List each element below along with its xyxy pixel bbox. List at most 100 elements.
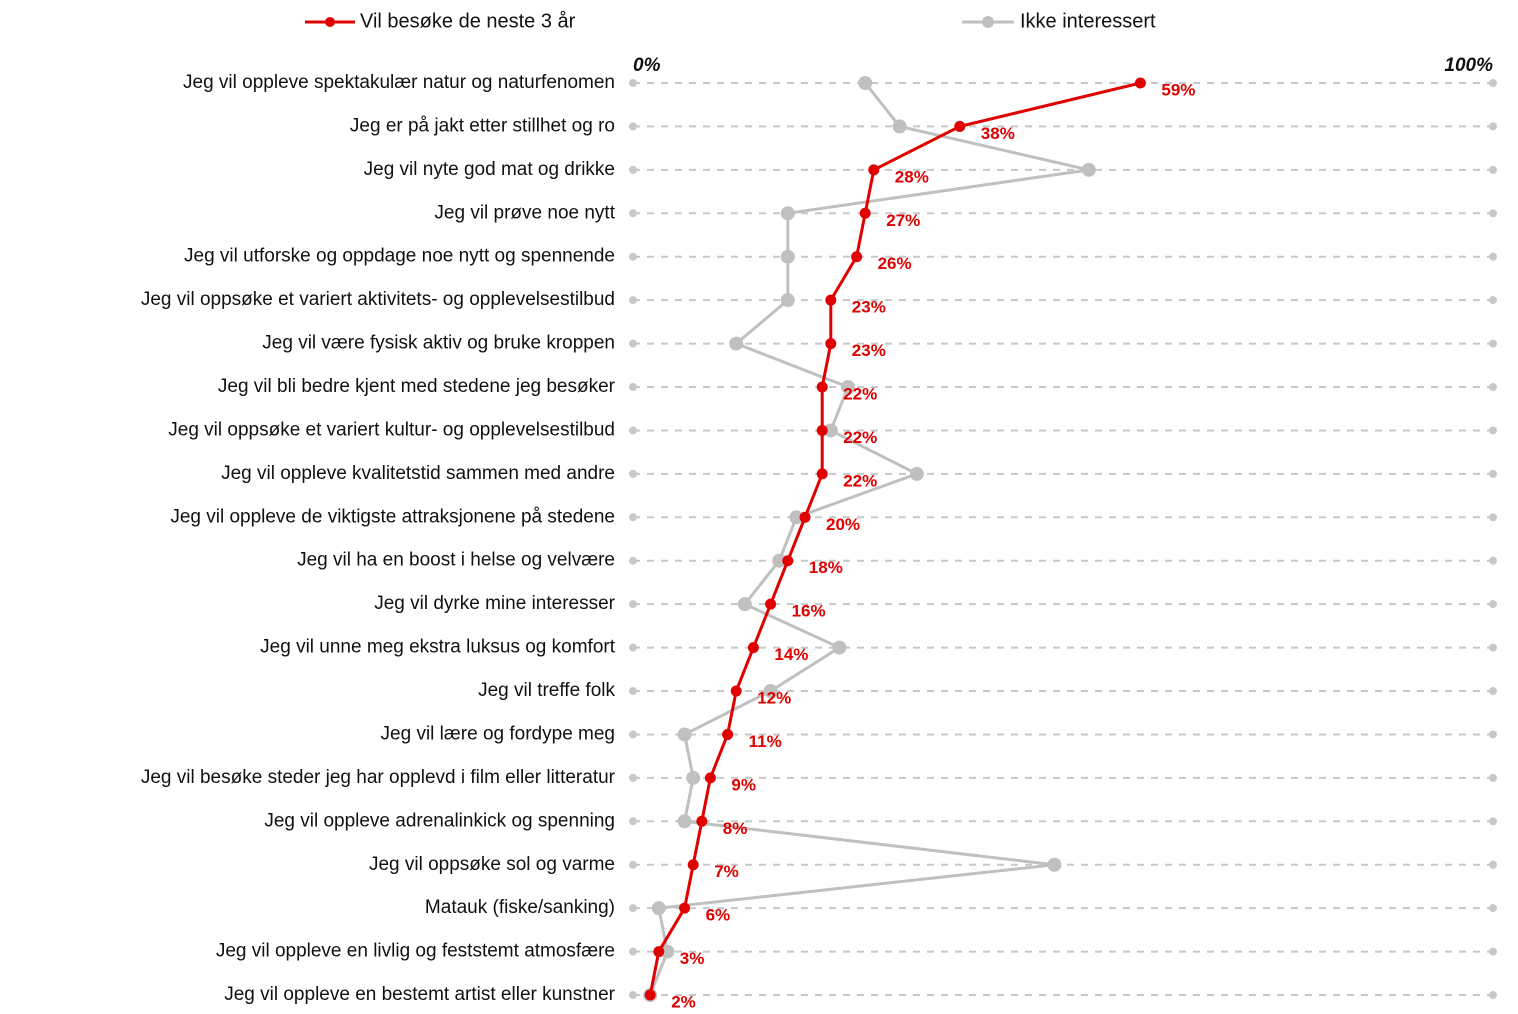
series-line xyxy=(648,82,1090,996)
point xyxy=(660,944,675,959)
value-label: 38% xyxy=(981,124,1015,143)
row-end xyxy=(629,904,637,913)
point xyxy=(832,640,847,655)
value-label: 26% xyxy=(878,254,912,273)
value-label: 22% xyxy=(843,428,877,447)
row-end xyxy=(1489,79,1497,87)
point xyxy=(722,728,734,740)
row-end xyxy=(1489,339,1497,348)
category-label: Jeg vil være fysisk aktiv og bruke kropp… xyxy=(262,333,615,354)
point xyxy=(653,946,665,958)
category-label: Jeg vil bli bedre kjent med stedene jeg … xyxy=(218,376,616,397)
category-label: Jeg er på jakt etter stillhet og ro xyxy=(350,115,615,136)
row-end xyxy=(629,730,637,739)
category-label: Jeg vil prøve noe nytt xyxy=(434,202,615,223)
point xyxy=(825,294,837,306)
point xyxy=(823,423,838,438)
row-end xyxy=(1489,296,1497,305)
point xyxy=(687,859,699,871)
row-end xyxy=(629,991,637,1000)
row-end xyxy=(629,79,637,87)
row-end xyxy=(629,947,637,956)
point xyxy=(772,553,787,568)
point xyxy=(679,902,691,914)
point xyxy=(816,424,828,436)
point xyxy=(686,770,701,785)
value-label: 27% xyxy=(886,211,920,230)
value-label: 6% xyxy=(706,906,731,925)
row-end xyxy=(629,252,637,261)
category-label: Jeg vil oppleve adrenalinkick og spennin… xyxy=(264,810,615,831)
legend-label: Vil besøke de neste 3 år xyxy=(360,10,576,32)
point xyxy=(704,772,716,784)
row-end xyxy=(1489,643,1497,652)
row-end xyxy=(1489,947,1497,956)
category-label: Jeg vil ha en boost i helse og velvære xyxy=(297,550,615,571)
category-label: Jeg vil utforske og oppdage noe nytt og … xyxy=(184,246,615,267)
row-end xyxy=(629,643,637,652)
value-label: 22% xyxy=(843,471,877,490)
value-label: 8% xyxy=(723,819,748,838)
series-line xyxy=(648,81,1141,996)
point xyxy=(892,119,907,134)
row-end xyxy=(1489,556,1497,565)
row-end xyxy=(629,122,637,131)
point xyxy=(677,727,692,742)
category-label: Jeg vil oppsøke sol og varme xyxy=(369,854,615,875)
point xyxy=(677,814,692,829)
value-label: 22% xyxy=(843,384,877,403)
row-end xyxy=(1489,730,1497,739)
value-label: 7% xyxy=(714,862,739,881)
row-end xyxy=(1489,122,1497,131)
point xyxy=(789,510,804,525)
row-end xyxy=(1489,209,1497,218)
point xyxy=(780,206,795,221)
category-label: Matauk (fiske/sanking) xyxy=(425,897,615,918)
category-label: Jeg vil oppleve de viktigste attraksjone… xyxy=(170,506,615,527)
value-label: 12% xyxy=(757,689,791,708)
point xyxy=(909,466,924,481)
category-label: Jeg vil nyte god mat og drikke xyxy=(364,159,615,180)
value-label: 18% xyxy=(809,558,843,577)
point xyxy=(763,684,778,699)
point xyxy=(780,249,795,264)
point xyxy=(651,901,666,916)
point xyxy=(1134,77,1146,89)
point xyxy=(851,251,863,263)
value-label: 23% xyxy=(852,341,886,360)
point xyxy=(696,815,708,827)
value-label: 2% xyxy=(671,993,696,1009)
point xyxy=(825,338,837,350)
legend-dot xyxy=(982,16,994,28)
value-label: 23% xyxy=(852,298,886,317)
row-end xyxy=(629,426,637,435)
row-end xyxy=(629,383,637,392)
category-label: Jeg vil oppleve en bestemt artist eller … xyxy=(224,984,615,1005)
row-end xyxy=(629,209,637,218)
row-end xyxy=(1489,252,1497,261)
value-label: 9% xyxy=(731,775,756,794)
row-end xyxy=(629,817,637,826)
category-label: Jeg vil oppleve en livlig og feststemt a… xyxy=(216,941,615,962)
category-label: Jeg vil oppleve spektakulær natur og nat… xyxy=(183,72,615,93)
row-end xyxy=(629,556,637,565)
category-label: Jeg vil oppleve kvalitetstid sammen med … xyxy=(221,463,615,484)
category-label: Jeg vil unne meg ekstra luksus og komfor… xyxy=(260,637,616,658)
row-end xyxy=(1489,687,1497,696)
row-end xyxy=(629,513,637,522)
row-end xyxy=(1489,469,1497,478)
point xyxy=(782,555,794,567)
row-end xyxy=(629,687,637,696)
category-label: Jeg vil treffe folk xyxy=(478,680,615,701)
point xyxy=(644,989,656,1001)
point xyxy=(816,381,828,393)
point xyxy=(1047,857,1062,872)
value-label: 59% xyxy=(1161,80,1195,99)
value-label: 16% xyxy=(792,602,826,621)
point xyxy=(816,468,828,480)
value-label: 3% xyxy=(680,949,705,968)
row-end xyxy=(1489,165,1497,174)
value-label: 20% xyxy=(826,515,860,534)
row-end xyxy=(1489,904,1497,913)
